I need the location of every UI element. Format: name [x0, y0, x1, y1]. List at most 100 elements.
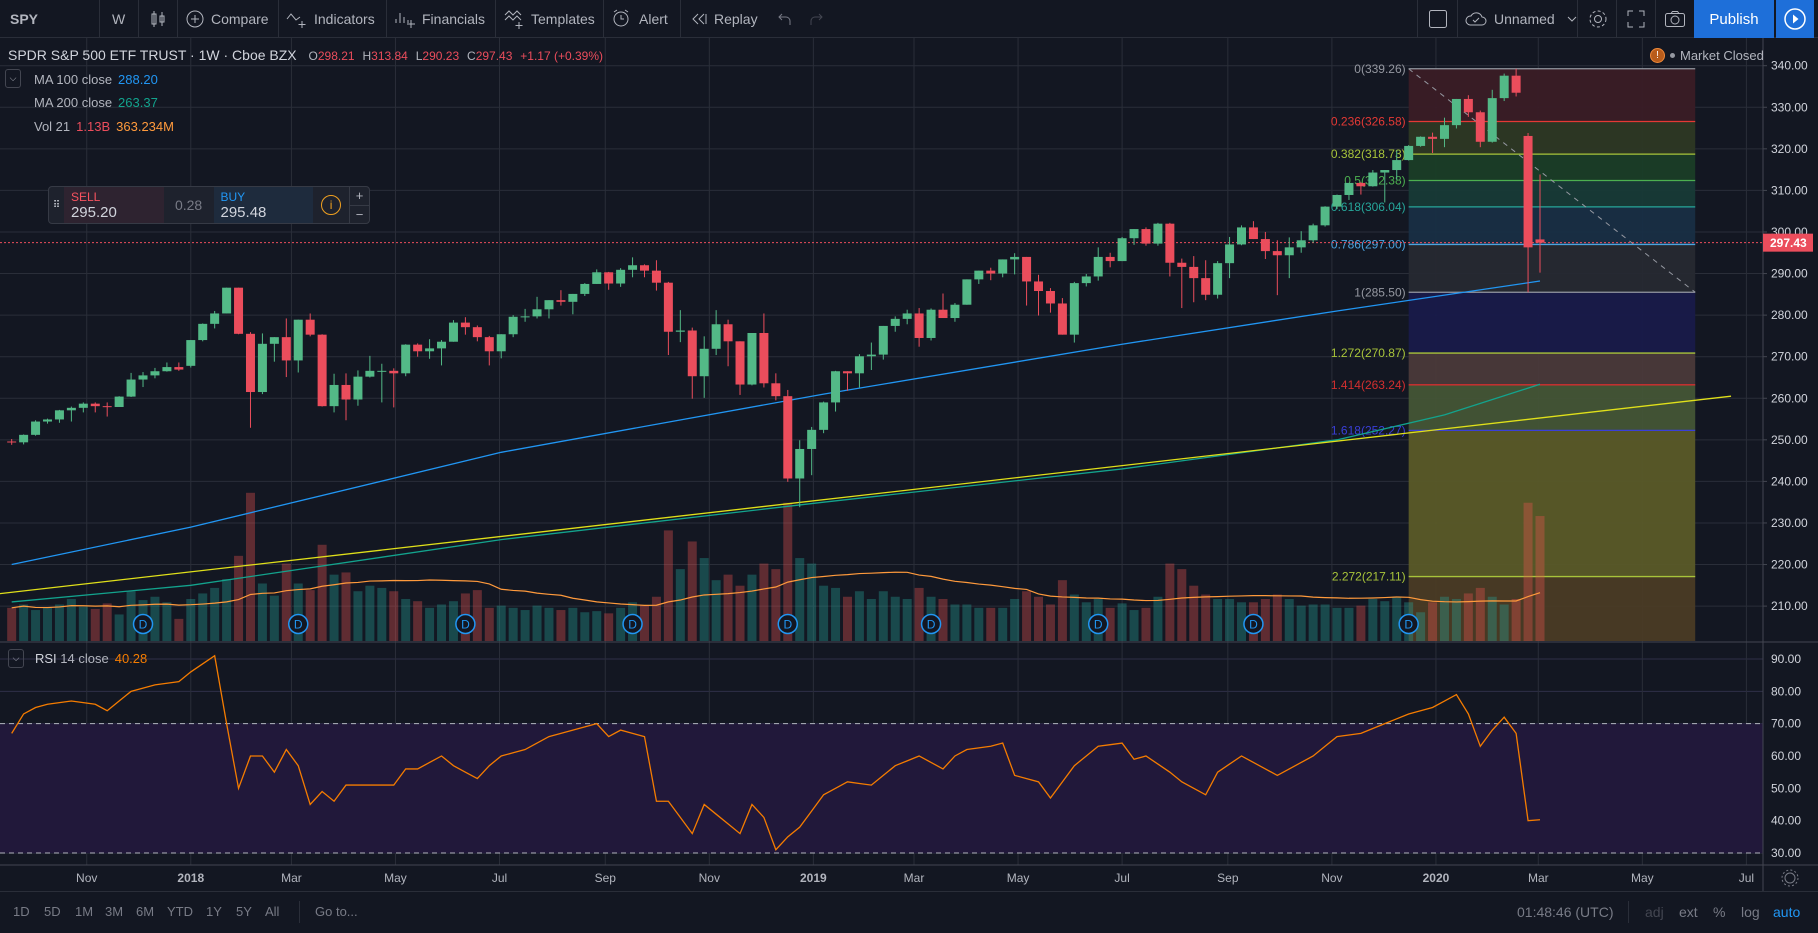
volume-bar — [425, 607, 435, 641]
candle-body — [1189, 266, 1199, 279]
candle-body — [508, 316, 518, 335]
candle-body — [1260, 239, 1270, 252]
templates-button[interactable]: Templates — [503, 0, 595, 38]
percent-toggle[interactable]: % — [1713, 904, 1726, 920]
alert-button[interactable]: Alert — [611, 0, 668, 38]
volume-bar — [1416, 612, 1426, 641]
candle-body — [401, 344, 411, 374]
auto-toggle[interactable]: auto — [1773, 904, 1801, 920]
range-1d[interactable]: 1D — [13, 904, 30, 919]
volume-bar — [222, 579, 232, 641]
volume-bar — [1272, 594, 1282, 641]
dividend-marker[interactable] — [1243, 613, 1264, 635]
candle-body — [1428, 136, 1438, 139]
range-1m[interactable]: 1M — [75, 904, 94, 919]
candle-body — [735, 341, 745, 385]
candle-body — [568, 293, 578, 302]
undo-icon — [778, 13, 791, 25]
fullscreen-button[interactable] — [1626, 0, 1646, 38]
info-icon: i — [321, 195, 342, 215]
clock[interactable]: 01:48:46 (UTC) — [1517, 904, 1614, 920]
sell-button[interactable]: SELL 295.20 — [63, 187, 164, 223]
go-to-date-button[interactable]: Go to... — [315, 904, 358, 919]
candle-body — [723, 324, 733, 342]
publish-button[interactable]: Publish — [1694, 0, 1774, 38]
log-toggle[interactable]: log — [1741, 904, 1760, 920]
spread-value: 0.28 — [174, 197, 203, 213]
info-button[interactable]: i — [313, 187, 349, 223]
volume-bar — [723, 574, 733, 641]
dividend-marker[interactable] — [132, 613, 154, 635]
range-ytd[interactable]: YTD — [167, 904, 193, 919]
range-6m[interactable]: 6M — [136, 904, 155, 919]
range-1y[interactable]: 1Y — [206, 904, 222, 919]
interval-button[interactable]: W — [112, 0, 125, 38]
divider — [1628, 901, 1629, 923]
range-all[interactable]: All — [265, 904, 280, 919]
volume-bar — [448, 601, 458, 641]
time-axis-label: 2019 — [800, 871, 827, 885]
select-layout-button[interactable] — [1428, 0, 1448, 38]
undo-button[interactable] — [777, 0, 793, 38]
volume-legend[interactable]: Vol 21 1.13B 363.234M — [34, 119, 174, 134]
redo-button[interactable] — [808, 0, 824, 38]
candle-body — [520, 316, 530, 318]
symbol-title: SPDR S&P 500 ETF TRUST · 1W · Cboe BZX — [8, 47, 297, 63]
price-axis-label: 340.00 — [1771, 59, 1808, 73]
time-axis-label: May — [1007, 871, 1030, 885]
symbol-search-button[interactable]: SPY — [10, 0, 38, 38]
candle-body — [377, 370, 387, 372]
volume-ma-value: 363.234M — [116, 119, 174, 134]
candle-body — [1129, 229, 1139, 239]
time-axis-label: May — [384, 871, 407, 885]
fib-level-label: 2.272(217.11) — [1332, 570, 1406, 584]
volume-label: Vol 21 — [34, 119, 71, 134]
axis-settings-icon[interactable] — [1781, 869, 1799, 887]
compare-button[interactable]: Compare — [185, 0, 269, 38]
volume-bar — [938, 598, 948, 641]
time-axis-label: Nov — [1321, 871, 1342, 885]
ext-toggle[interactable]: ext — [1679, 904, 1698, 920]
fib-retracement[interactable]: 0(339.26)0.236(326.58)0.382(318.73)0.5(3… — [1331, 62, 1696, 641]
dividend-marker[interactable] — [455, 613, 476, 635]
sell-label: SELL — [70, 189, 101, 204]
increase-quantity-button[interactable]: + — [350, 187, 369, 206]
collapse-indicators-button[interactable]: ⌵ — [5, 69, 21, 88]
candle-body — [532, 309, 542, 317]
market-status[interactable]: ! Market Closed — [1650, 48, 1764, 63]
volume-bar — [675, 569, 685, 641]
buy-button[interactable]: BUY 295.48 — [213, 187, 314, 223]
drag-handle[interactable]: ⠿ — [52, 199, 61, 211]
range-5y[interactable]: 5Y — [236, 904, 252, 919]
layout-name-button[interactable]: Unnamed — [1464, 0, 1577, 38]
dividend-marker[interactable] — [777, 613, 799, 635]
ma100-value: 288.20 — [118, 72, 158, 87]
replay-button[interactable]: Replay — [690, 0, 758, 38]
volume-bar — [1523, 502, 1533, 641]
chart-type-button[interactable] — [149, 0, 167, 38]
publish-video-button[interactable] — [1776, 0, 1814, 38]
volume-bar — [687, 541, 697, 641]
ma200-legend[interactable]: MA 200 close 263.37 — [34, 95, 158, 110]
dividend-marker[interactable] — [622, 613, 643, 635]
dividend-marker[interactable] — [1398, 613, 1419, 635]
dividend-label: D — [1249, 618, 1258, 632]
dividend-marker[interactable] — [920, 613, 942, 635]
dividend-label: D — [927, 618, 936, 632]
snapshot-button[interactable] — [1664, 0, 1686, 38]
adj-toggle[interactable]: adj — [1645, 904, 1664, 920]
candle-body — [1057, 303, 1067, 335]
settings-button[interactable] — [1587, 0, 1609, 38]
financials-button[interactable]: Financials — [394, 0, 485, 38]
dividend-marker[interactable] — [287, 613, 309, 635]
dividend-marker[interactable] — [1087, 613, 1109, 635]
ma100-legend[interactable]: MA 100 close 288.20 — [34, 72, 158, 87]
indicators-button[interactable]: Indicators — [286, 0, 375, 38]
range-5d[interactable]: 5D — [44, 904, 61, 919]
collapse-rsi-button[interactable]: ⌵ — [8, 649, 24, 668]
rsi-legend[interactable]: RSI 14 close 40.28 — [35, 651, 147, 666]
decrease-quantity-button[interactable]: − — [355, 207, 364, 222]
range-3m[interactable]: 3M — [105, 904, 124, 919]
